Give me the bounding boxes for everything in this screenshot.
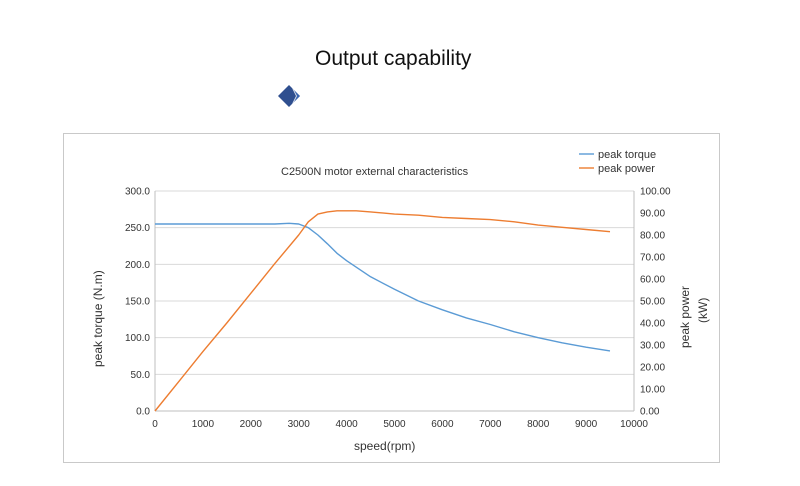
- y-left-tick-label: 50.0: [131, 370, 151, 381]
- y-left-tick-label: 200.0: [125, 260, 150, 271]
- x-axis-label: speed(rpm): [354, 439, 415, 453]
- x-tick-label: 7000: [479, 419, 502, 430]
- y-axis-left-label: peak torque (N.m): [91, 270, 105, 367]
- x-tick-label: 4000: [335, 419, 358, 430]
- x-tick-label: 1000: [192, 419, 215, 430]
- chart-svg: 0 1000 2000 3000 4000 5000 6000 7000 8000 9000 100…: [91, 149, 710, 453]
- x-tick-label: 2000: [240, 419, 263, 430]
- y-left-tick-label: 300.0: [125, 187, 150, 198]
- y-left-tick-label: 150.0: [125, 297, 150, 308]
- series-line-peak-torque: [155, 222, 611, 352]
- y-right-tick-label: 40.00: [640, 319, 665, 330]
- section-header: [0, 40, 800, 107]
- legend-label: peak power: [598, 163, 655, 175]
- x-tick-label: 6000: [431, 419, 454, 430]
- y-right-tick-label: 70.00: [640, 253, 665, 264]
- x-tick-labels: 0 1000 2000 3000 4000 5000 6000 7000 8000 9000 100…: [152, 419, 648, 430]
- x-tick-label: 5000: [383, 419, 406, 430]
- legend: peak torque peak power: [579, 149, 656, 175]
- gridlines: [154, 190, 635, 412]
- y-right-tick-label: 10.00: [640, 385, 665, 396]
- y-left-tick-label: 100.0: [125, 333, 150, 344]
- y-left-tick-labels: 0.0 50.0 100.0 150.0 200.0 250.0 300.0: [125, 187, 150, 418]
- series-lines: [154, 210, 611, 412]
- y-right-tick-label: 0.00: [640, 407, 660, 418]
- chart-title: C2500N motor external characteristics: [281, 166, 469, 178]
- x-tick-label: 0: [152, 419, 158, 430]
- diamond-icon: [278, 85, 300, 107]
- y-left-tick-label: 250.0: [125, 223, 150, 234]
- y-right-tick-label: 80.00: [640, 231, 665, 242]
- y-right-tick-labels: 0.00 10.00 20.00 30.00 40.00 50.00 60.00 70.00 8…: [640, 187, 671, 418]
- x-tick-label: 3000: [288, 419, 311, 430]
- y-right-tick-label: 30.00: [640, 341, 665, 352]
- y-right-tick-label: 100.00: [640, 187, 671, 198]
- x-tick-label: 8000: [527, 419, 550, 430]
- y-left-tick-label: 0.0: [136, 407, 150, 418]
- chart-frame: 0 1000 2000 3000 4000 5000 6000 7000 8000 9000 100…: [63, 133, 720, 463]
- y-right-tick-label: 60.00: [640, 275, 665, 286]
- y-axis-right-unit: (kW): [696, 298, 710, 323]
- y-right-tick-label: 90.00: [640, 209, 665, 220]
- y-right-tick-label: 50.00: [640, 297, 665, 308]
- x-tick-label: 9000: [575, 419, 598, 430]
- series-line-peak-power: [154, 210, 611, 412]
- legend-label: peak torque: [598, 149, 656, 161]
- page-title: Output capability: [315, 47, 472, 70]
- x-tick-label: 10000: [620, 419, 648, 430]
- y-axis-right-label: peak power: [678, 286, 692, 348]
- y-right-tick-label: 20.00: [640, 363, 665, 374]
